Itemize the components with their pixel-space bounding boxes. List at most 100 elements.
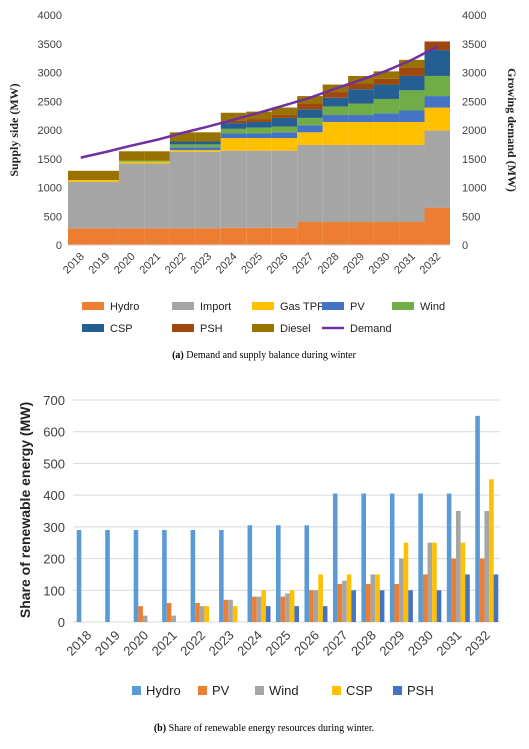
chart-a-bar-segment	[399, 144, 425, 222]
chart-a-bar-segment	[271, 150, 298, 228]
chart-b-legend-label: PSH	[407, 683, 434, 698]
chart-b-bar	[456, 511, 461, 622]
chart-b-xtick: 2028	[348, 628, 379, 659]
chart-a-bar-segment	[322, 144, 349, 222]
chart-b-bar	[394, 583, 400, 622]
chart-a-bar-segment	[348, 89, 374, 104]
chart-b-bar	[475, 415, 480, 622]
chart-a-bar-segment	[271, 132, 298, 139]
chart-b-legend-swatch	[393, 686, 402, 695]
chart-b-caption-text: Share of renewable energy resources duri…	[169, 723, 375, 734]
chart-b-bar	[133, 530, 139, 622]
chart-a-bar-segment	[246, 138, 272, 151]
chart-b-legend-label: Hydro	[146, 683, 181, 698]
chart-b-bar	[294, 606, 299, 622]
chart-a-xtick: 2022	[163, 251, 189, 277]
chart-b: 0100200300400500600700201820192020202120…	[17, 393, 500, 734]
chart-b-bar	[337, 583, 343, 622]
chart-b-bar	[332, 493, 338, 622]
chart-a-bar-segment	[169, 144, 196, 148]
chart-a-bar-segment	[271, 227, 298, 245]
chart-b-xtick: 2026	[291, 628, 322, 659]
chart-b-bar	[379, 590, 385, 622]
chart-b-bar	[280, 596, 286, 622]
chart-b-xtick: 2022	[177, 628, 208, 659]
chart-b-bar	[247, 525, 253, 622]
chart-b-bar	[346, 574, 352, 622]
chart-a-bar-segment	[297, 125, 323, 133]
chart-b-bar	[318, 574, 323, 622]
chart-a-bar-segment	[195, 144, 221, 148]
chart-a-xtick: 2020	[112, 251, 138, 277]
chart-a-ytick-right: 2000	[462, 125, 486, 137]
chart-b-bar	[223, 599, 229, 622]
chart-b-bar	[171, 615, 176, 622]
chart-a-bar-segment	[348, 222, 374, 245]
chart-a-legend-label: Import	[200, 301, 231, 313]
chart-b-bar	[465, 574, 470, 622]
chart-a-legend-swatch	[322, 302, 344, 310]
chart-a-xtick: 2024	[214, 251, 240, 277]
chart-a-bar-segment	[220, 128, 247, 134]
chart-b-bar	[418, 493, 423, 622]
chart-a-bar-segment	[195, 150, 221, 152]
chart-a-bar-segment	[348, 115, 374, 122]
chart-a-bar-segment	[399, 121, 425, 145]
chart-a-bar-segment	[399, 67, 425, 76]
chart-a-bar-segment	[297, 96, 323, 104]
chart-b-bar	[199, 606, 205, 622]
chart-a-legend-swatch	[82, 302, 104, 310]
chart-a-xtick: 2019	[87, 251, 113, 277]
chart-b-ytick: 500	[43, 456, 65, 471]
chart-b-bar	[427, 542, 433, 622]
chart-a-xtick: 2023	[188, 251, 214, 277]
chart-b-bar	[403, 542, 409, 622]
chart-a-bar-segment	[399, 75, 425, 91]
chart-b-bar	[76, 530, 82, 622]
chart-a-bar-segment	[144, 228, 170, 245]
chart-a-ytick: 3500	[38, 39, 62, 51]
chart-a-bar-segment	[195, 151, 221, 229]
chart-a-bar-segment	[373, 121, 400, 145]
chart-a-bar-segment	[297, 103, 323, 110]
chart-a-bar-segment	[220, 112, 247, 121]
chart-a: 0 500 1000 1500 2000 2500 3000 3500 4000 0 500 1000…	[7, 10, 519, 361]
chart-a-bar-segment	[118, 151, 145, 161]
chart-a-ytick-right: 4000	[462, 10, 486, 22]
chart-a-bar-segment	[297, 109, 323, 118]
chart-a-ytick: 2000	[38, 125, 62, 137]
chart-b-legend-swatch	[332, 686, 341, 695]
chart-a-bar-segment	[220, 138, 247, 151]
chart-b-legend-swatch	[198, 686, 207, 695]
chart-a-bar-segment	[424, 207, 450, 246]
chart-a-bar-segment	[297, 144, 323, 222]
chart-a-bar-segment	[144, 160, 170, 162]
chart-a-bar-segment	[220, 227, 247, 245]
chart-b-bar	[261, 590, 266, 622]
chart-b-bar	[304, 525, 310, 622]
chart-b-ytick: 400	[43, 488, 65, 503]
chart-a-bar-segment	[373, 78, 400, 85]
chart-a-bar-segment	[195, 147, 221, 151]
chart-a-bar-segment	[424, 50, 450, 76]
chart-a-caption: (a) Demand and supply balance during win…	[172, 350, 357, 361]
chart-b-legend-label: Wind	[269, 683, 299, 698]
chart-b-bar	[309, 590, 314, 622]
chart-a-bar-segment	[93, 181, 119, 229]
chart-a-bar-segment	[68, 181, 94, 229]
chart-a-bar-segment	[118, 161, 145, 164]
chart-a-caption-label: (a)	[172, 350, 184, 361]
chart-a-bar-segment	[424, 75, 450, 97]
chart-a-bar-segment	[424, 130, 450, 208]
chart-a-ytick-right: 500	[462, 211, 480, 223]
chart-a-bar-segment	[322, 106, 349, 116]
chart-a-ylabel-right: Growing demand (MW)	[505, 68, 519, 192]
chart-a-bar-segment	[271, 126, 298, 133]
chart-b-xtick: 2018	[63, 628, 94, 659]
chart-b-ylabel: Share of renewable energy (MW)	[17, 402, 33, 618]
chart-b-bar	[289, 590, 295, 622]
chart-a-ytick: 2500	[38, 96, 62, 108]
chart-a-bar-segment	[348, 83, 374, 90]
chart-b-bar	[105, 530, 110, 622]
chart-b-caption: (b) Share of renewable energy resources …	[154, 723, 374, 734]
